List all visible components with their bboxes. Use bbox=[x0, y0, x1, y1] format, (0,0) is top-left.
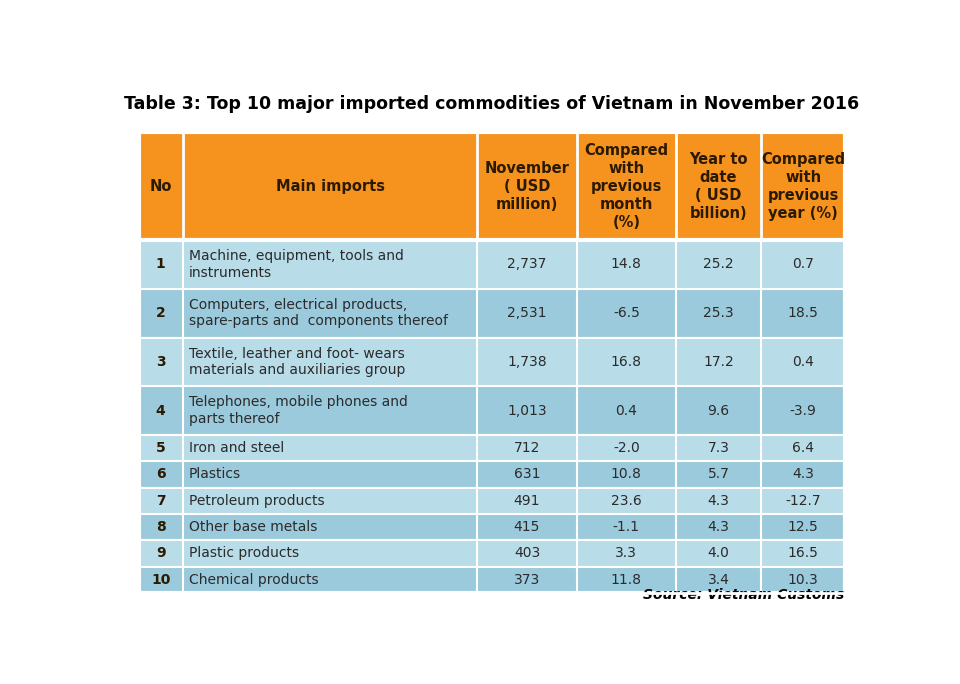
Bar bbox=[138, 435, 846, 461]
Text: 25.2: 25.2 bbox=[703, 257, 733, 272]
Text: Other base metals: Other base metals bbox=[189, 520, 317, 534]
Text: Table 3: Top 10 major imported commodities of Vietnam in November 2016: Table 3: Top 10 major imported commoditi… bbox=[125, 95, 859, 114]
Bar bbox=[138, 289, 846, 337]
Bar bbox=[138, 132, 846, 240]
Text: 12.5: 12.5 bbox=[788, 520, 819, 534]
Text: 4.0: 4.0 bbox=[708, 547, 730, 560]
Text: -3.9: -3.9 bbox=[790, 404, 817, 418]
Bar bbox=[138, 132, 846, 593]
Text: Iron and steel: Iron and steel bbox=[189, 441, 284, 455]
Text: 16.5: 16.5 bbox=[787, 547, 819, 560]
Text: -1.1: -1.1 bbox=[612, 520, 640, 534]
Text: 0.4: 0.4 bbox=[792, 355, 814, 369]
Text: November
( USD
million): November ( USD million) bbox=[485, 161, 569, 211]
Text: 14.8: 14.8 bbox=[611, 257, 642, 272]
Text: 23.6: 23.6 bbox=[611, 494, 641, 508]
Text: 5.7: 5.7 bbox=[708, 467, 730, 482]
Text: 16.8: 16.8 bbox=[611, 355, 642, 369]
Text: Textile, leather and foot- wears
materials and auxiliaries group: Textile, leather and foot- wears materia… bbox=[189, 347, 405, 377]
Bar bbox=[138, 386, 846, 435]
Text: 2,737: 2,737 bbox=[507, 257, 546, 272]
Text: 8: 8 bbox=[156, 520, 165, 534]
Text: -2.0: -2.0 bbox=[613, 441, 639, 455]
Text: 3.3: 3.3 bbox=[615, 547, 637, 560]
Text: 6.4: 6.4 bbox=[792, 441, 814, 455]
Text: 373: 373 bbox=[514, 573, 540, 587]
Text: 7: 7 bbox=[156, 494, 165, 508]
Bar bbox=[138, 540, 846, 566]
Text: Machine, equipment, tools and
instruments: Machine, equipment, tools and instrument… bbox=[189, 250, 403, 280]
Text: 9: 9 bbox=[156, 547, 165, 560]
Text: 9.6: 9.6 bbox=[708, 404, 730, 418]
Text: Main imports: Main imports bbox=[276, 179, 385, 194]
Text: Compared
with
previous
year (%): Compared with previous year (%) bbox=[761, 152, 845, 221]
Text: 17.2: 17.2 bbox=[703, 355, 733, 369]
Text: 25.3: 25.3 bbox=[703, 306, 733, 320]
Text: 4.3: 4.3 bbox=[708, 494, 730, 508]
Text: 3: 3 bbox=[156, 355, 165, 369]
Text: 415: 415 bbox=[514, 520, 540, 534]
Text: Petroleum products: Petroleum products bbox=[189, 494, 324, 508]
Text: -6.5: -6.5 bbox=[612, 306, 639, 320]
Text: 4.3: 4.3 bbox=[792, 467, 814, 482]
Text: No: No bbox=[150, 179, 172, 194]
Text: 4.3: 4.3 bbox=[708, 520, 730, 534]
Text: 3.4: 3.4 bbox=[708, 573, 730, 587]
Bar bbox=[138, 488, 846, 514]
Bar bbox=[138, 566, 846, 593]
Text: 4: 4 bbox=[156, 404, 165, 418]
Text: 7.3: 7.3 bbox=[708, 441, 730, 455]
Text: Plastic products: Plastic products bbox=[189, 547, 299, 560]
Bar bbox=[138, 240, 846, 289]
Text: 6: 6 bbox=[156, 467, 165, 482]
Bar bbox=[138, 514, 846, 540]
Text: 1,738: 1,738 bbox=[507, 355, 547, 369]
Text: Telephones, mobile phones and
parts thereof: Telephones, mobile phones and parts ther… bbox=[189, 395, 408, 425]
Text: 1,013: 1,013 bbox=[507, 404, 547, 418]
Text: 403: 403 bbox=[514, 547, 540, 560]
Text: 1: 1 bbox=[156, 257, 165, 272]
Text: 18.5: 18.5 bbox=[787, 306, 819, 320]
Text: 2: 2 bbox=[156, 306, 165, 320]
Bar bbox=[138, 337, 846, 386]
Text: 11.8: 11.8 bbox=[611, 573, 642, 587]
Text: Year to
date
( USD
billion): Year to date ( USD billion) bbox=[689, 152, 748, 221]
Text: 0.4: 0.4 bbox=[615, 404, 637, 418]
Text: Chemical products: Chemical products bbox=[189, 573, 319, 587]
Text: -12.7: -12.7 bbox=[785, 494, 821, 508]
Text: 5: 5 bbox=[156, 441, 165, 455]
Text: Computers, electrical products,
spare-parts and  components thereof: Computers, electrical products, spare-pa… bbox=[189, 298, 447, 328]
Text: 712: 712 bbox=[514, 441, 540, 455]
Text: 10: 10 bbox=[151, 573, 170, 587]
Text: Source: Vietnam Customs: Source: Vietnam Customs bbox=[643, 588, 845, 603]
Text: 491: 491 bbox=[514, 494, 540, 508]
Text: 10.3: 10.3 bbox=[788, 573, 819, 587]
Text: 10.8: 10.8 bbox=[611, 467, 642, 482]
Text: 0.7: 0.7 bbox=[792, 257, 814, 272]
Text: 2,531: 2,531 bbox=[507, 306, 547, 320]
Text: 631: 631 bbox=[514, 467, 540, 482]
Text: Compared
with
previous
month
(%): Compared with previous month (%) bbox=[585, 142, 668, 230]
Text: Plastics: Plastics bbox=[189, 467, 241, 482]
Bar bbox=[138, 461, 846, 488]
